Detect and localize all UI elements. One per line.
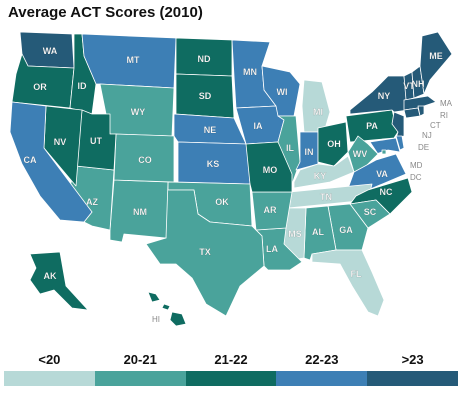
state-label-ar: AR <box>264 205 277 215</box>
legend-swatch <box>276 371 368 386</box>
state-ca <box>9 101 93 223</box>
state-label-or: OR <box>33 82 47 92</box>
state-label-ri: RI <box>440 111 448 120</box>
state-label-sc: SC <box>364 207 377 217</box>
state-label-pa: PA <box>366 121 378 131</box>
state-label-md: MD <box>410 161 423 170</box>
state-fl <box>311 249 385 317</box>
us-map: WA OR ID MT WY ND SD NE KS MN IA WI MI IL IN OH PA NY VTNH… <box>9 31 453 327</box>
legend-label: 22-23 <box>305 352 339 367</box>
legend-swatch <box>185 371 277 386</box>
state-hi <box>147 291 187 327</box>
state-label-az: AZ <box>86 197 98 207</box>
state-label-al: AL <box>312 227 324 237</box>
legend-swatch <box>4 371 95 386</box>
state-de <box>395 135 405 151</box>
state-label-va: VA <box>376 169 388 179</box>
state-label-ms: MS <box>288 229 302 239</box>
state-label-sd: SD <box>199 91 212 101</box>
state-label-id: ID <box>78 81 88 91</box>
state-label-de: DE <box>418 143 429 152</box>
state-tx <box>145 189 265 317</box>
state-label-in: IN <box>305 147 314 157</box>
state-label-wv: WV <box>353 149 368 159</box>
state-ut <box>75 109 117 171</box>
state-label-tn: TN <box>320 192 332 202</box>
state-ky <box>293 155 355 189</box>
state-label-ia: IA <box>254 121 264 131</box>
state-label-nj: NJ <box>422 131 432 140</box>
state-label-ky: KY <box>314 171 327 181</box>
state-label-mt: MT <box>127 55 140 65</box>
state-label-tx: TX <box>199 247 211 257</box>
state-label-mi: MI <box>313 107 323 117</box>
legend-label: 21-22 <box>214 352 248 367</box>
state-ct <box>403 107 421 119</box>
legend-label: >23 <box>401 352 424 367</box>
state-label-il: IL <box>286 143 295 153</box>
state-label-dc: DC <box>410 173 422 182</box>
state-label-la: LA <box>266 244 278 254</box>
state-label-nm: NM <box>133 207 147 217</box>
state-dc <box>381 149 387 155</box>
state-label-ny: NY <box>378 91 391 101</box>
state-label-nv: NV <box>54 137 67 147</box>
state-label-co: CO <box>138 155 152 165</box>
state-label-wy: WY <box>131 107 146 117</box>
state-label-ok: OK <box>215 197 229 207</box>
state-label-ne: NE <box>204 125 217 135</box>
state-label-wa: WA <box>43 46 58 56</box>
state-mi <box>301 79 331 133</box>
chart-title: Average ACT Scores (2010) <box>8 4 203 21</box>
state-nm <box>109 179 169 243</box>
state-label-ga: GA <box>339 225 353 235</box>
state-label-ut: UT <box>90 136 102 146</box>
state-ak <box>29 251 89 311</box>
state-label-ks: KS <box>207 159 220 169</box>
state-label-vt: VT <box>403 81 415 91</box>
state-label-ak: AK <box>44 271 57 281</box>
state-label-ca: CA <box>24 155 37 165</box>
legend-swatch <box>94 371 186 386</box>
legend-label: 20-21 <box>123 352 157 367</box>
state-in <box>295 131 319 171</box>
state-label-hi: HI <box>152 315 160 324</box>
state-label-me: ME <box>429 51 443 61</box>
legend-label: <20 <box>38 352 61 367</box>
legend-swatch <box>367 371 458 386</box>
state-label-ma: MA <box>440 99 453 108</box>
state-me <box>419 31 453 95</box>
state-label-mo: MO <box>263 165 278 175</box>
state-label-nd: ND <box>198 54 211 64</box>
state-label-nh: NH <box>412 79 425 89</box>
state-oh <box>317 121 349 167</box>
state-label-mn: MN <box>243 67 257 77</box>
state-label-oh: OH <box>327 139 341 149</box>
state-label-ct: CT <box>430 121 441 130</box>
state-label-wi: WI <box>277 87 288 97</box>
state-label-fl: FL <box>351 269 362 279</box>
state-label-nc: NC <box>380 187 393 197</box>
